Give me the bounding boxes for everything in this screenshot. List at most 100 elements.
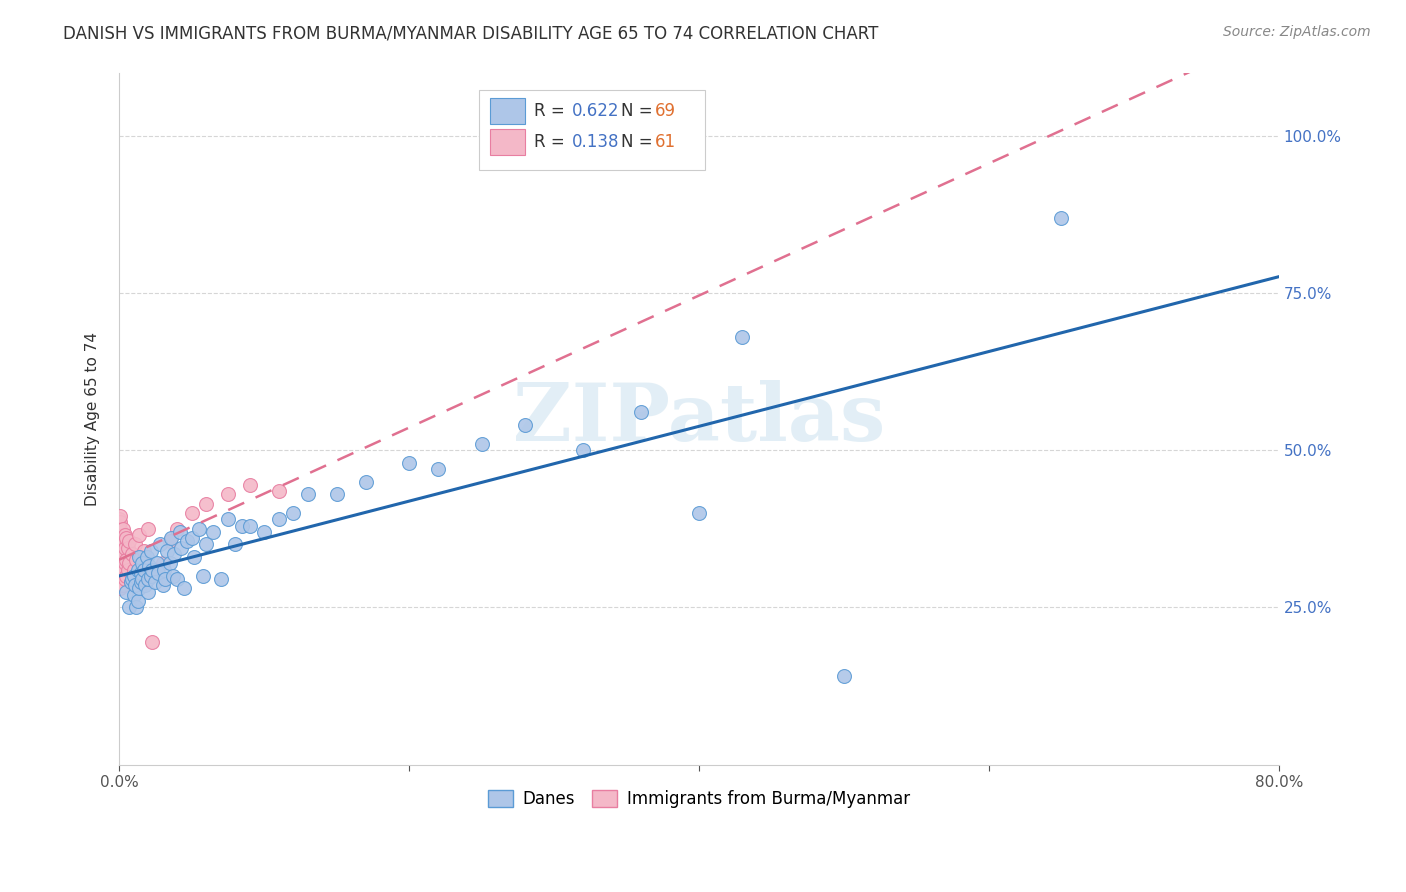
Point xyxy=(731,330,754,344)
Point xyxy=(148,566,170,580)
Y-axis label: Disability Age 65 to 74: Disability Age 65 to 74 xyxy=(86,332,100,506)
Point xyxy=(108,557,131,571)
Point xyxy=(180,531,202,545)
Point xyxy=(155,572,177,586)
Point xyxy=(110,557,132,571)
Point xyxy=(217,487,239,501)
Text: Source: ZipAtlas.com: Source: ZipAtlas.com xyxy=(1223,25,1371,39)
Point xyxy=(115,584,138,599)
Text: ZIPatlas: ZIPatlas xyxy=(513,380,886,458)
Point xyxy=(117,563,139,577)
Text: R =: R = xyxy=(534,102,571,120)
Point xyxy=(110,531,132,545)
Point xyxy=(128,549,150,564)
Point xyxy=(217,512,239,526)
Point xyxy=(111,553,134,567)
Point xyxy=(162,569,184,583)
Point xyxy=(136,522,159,536)
Text: 69: 69 xyxy=(655,102,676,120)
Point xyxy=(121,572,143,586)
Point xyxy=(141,635,163,649)
Point xyxy=(111,578,134,592)
Point xyxy=(131,557,153,571)
Point xyxy=(124,537,146,551)
Point xyxy=(127,563,149,577)
Point xyxy=(149,537,172,551)
Point xyxy=(143,575,166,590)
Point xyxy=(166,522,188,536)
Point xyxy=(110,563,132,577)
Point xyxy=(141,563,163,577)
Point xyxy=(111,566,134,580)
Point xyxy=(112,578,135,592)
Point xyxy=(187,522,209,536)
Point xyxy=(183,549,205,564)
Point xyxy=(202,524,225,539)
Point xyxy=(129,575,152,590)
Point xyxy=(238,477,260,491)
Point xyxy=(112,563,135,577)
FancyBboxPatch shape xyxy=(491,129,524,155)
Point xyxy=(114,541,136,555)
Point xyxy=(125,600,148,615)
Point xyxy=(176,534,198,549)
Point xyxy=(118,557,141,571)
Point xyxy=(120,575,142,590)
Point xyxy=(125,553,148,567)
Point xyxy=(325,487,347,501)
Point xyxy=(513,417,536,432)
Point xyxy=(110,582,132,596)
Point xyxy=(209,572,232,586)
Point xyxy=(195,537,218,551)
Point xyxy=(195,497,218,511)
Point xyxy=(267,512,290,526)
Point xyxy=(169,524,191,539)
Point xyxy=(159,557,181,571)
Point xyxy=(224,537,246,551)
Point xyxy=(166,572,188,586)
Point xyxy=(173,582,195,596)
Point xyxy=(115,553,138,567)
Point xyxy=(108,549,131,564)
Point xyxy=(110,541,132,555)
Point xyxy=(135,549,157,564)
Point xyxy=(110,572,132,586)
Point xyxy=(110,516,132,530)
Point xyxy=(138,559,160,574)
Point xyxy=(427,462,450,476)
Point xyxy=(253,524,276,539)
Point xyxy=(111,543,134,558)
Point xyxy=(108,582,131,596)
Point xyxy=(832,669,855,683)
Point xyxy=(114,572,136,586)
Point xyxy=(108,512,131,526)
Point xyxy=(108,543,131,558)
Point xyxy=(121,547,143,561)
Point xyxy=(108,531,131,545)
Text: N =: N = xyxy=(621,133,658,151)
Text: 61: 61 xyxy=(655,133,676,151)
Point xyxy=(122,569,145,583)
Point xyxy=(110,509,132,524)
Point xyxy=(114,528,136,542)
Point xyxy=(191,569,214,583)
Point xyxy=(122,588,145,602)
Point xyxy=(110,522,132,536)
FancyBboxPatch shape xyxy=(491,98,524,124)
Point xyxy=(129,566,152,580)
Point xyxy=(128,582,150,596)
Point xyxy=(630,405,652,419)
Point xyxy=(127,572,149,586)
Point xyxy=(152,557,174,571)
Point xyxy=(132,563,155,577)
Point xyxy=(108,518,131,533)
Point xyxy=(572,443,595,458)
Point xyxy=(238,518,260,533)
Point xyxy=(231,518,253,533)
Point xyxy=(111,531,134,545)
Point xyxy=(114,557,136,571)
Point xyxy=(143,563,166,577)
Point xyxy=(160,531,183,545)
Point xyxy=(129,549,152,564)
Point xyxy=(139,569,162,583)
